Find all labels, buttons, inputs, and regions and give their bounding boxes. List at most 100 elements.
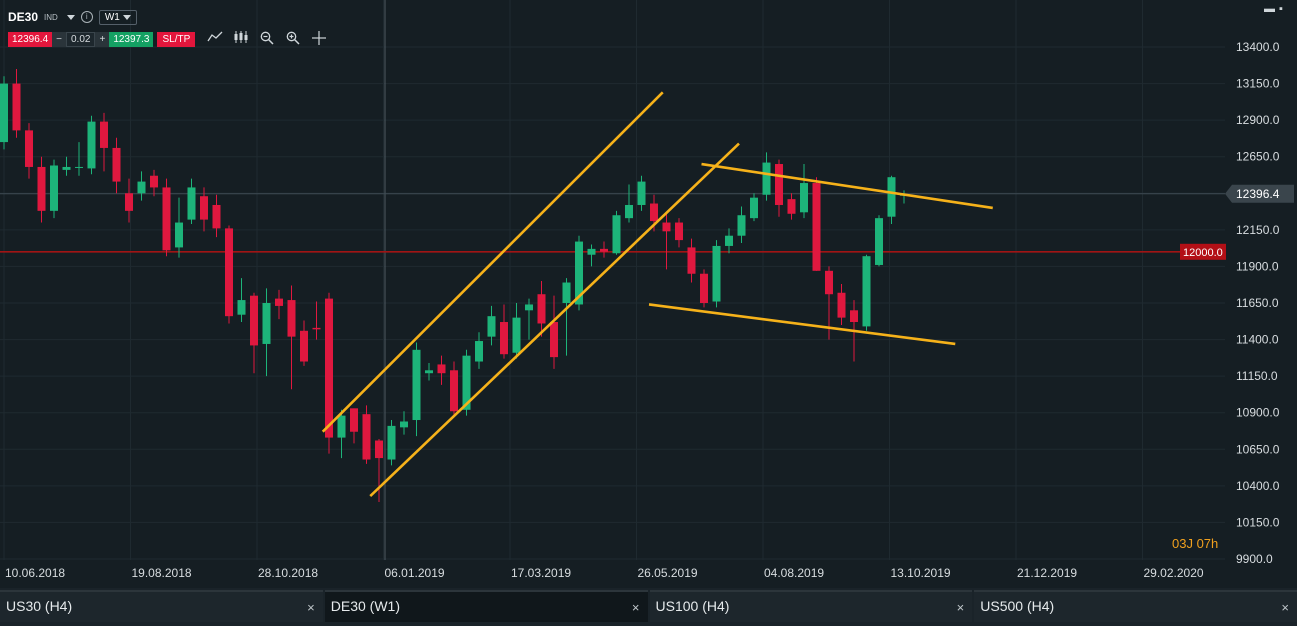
symbol-type-label[interactable]: IND [44,12,58,22]
zoom-in-icon[interactable] [285,31,301,48]
candle-body [437,364,446,374]
candle-body [612,215,621,254]
candle-body [312,327,321,330]
level-tag: 12000.0 [1183,247,1223,259]
x-tick-label: 04.08.2019 [764,566,824,580]
candle-body [712,245,721,302]
candle-body [50,165,58,211]
candle-body [812,183,821,271]
sell-button[interactable]: 12396.4 [8,32,53,47]
candle-body [800,183,808,213]
buy-button[interactable]: 12397.3 [109,32,154,47]
minimize-button[interactable]: ▬ [1264,3,1275,15]
y-tick-label: 11400.0 [1236,333,1279,347]
candle-body [762,162,771,195]
close-icon[interactable]: × [631,600,640,615]
y-tick-label: 12650.0 [1236,150,1280,164]
candle-body [250,295,258,346]
tab-us100[interactable]: US100 (H4) × [649,590,973,622]
support-line [648,303,956,346]
tab-us30[interactable]: US30 (H4) × [0,590,323,622]
candlestick-icon[interactable] [233,31,249,48]
line-chart-icon[interactable] [207,31,223,48]
chart-tools [207,31,327,48]
tab-label: US500 (H4) [980,598,1055,614]
candle-body [787,199,796,214]
y-tick-label: 10900.0 [1236,406,1280,420]
close-icon[interactable]: × [1281,600,1289,615]
candle-body [887,177,896,217]
tab-label: US100 (H4) [655,598,730,614]
candle-body [337,415,346,438]
channel-lower-line [369,142,740,498]
symbol-label[interactable]: DE30 [8,10,39,24]
candle-body [562,282,571,303]
candle-body [462,355,471,410]
candle-body [25,130,33,167]
candle-body [375,440,383,459]
tab-de30[interactable]: DE30 (W1) × [324,590,648,622]
candle-body [400,421,408,428]
x-tick-label: 26.05.2019 [638,566,698,580]
candle-body [225,228,233,317]
candle-body [500,322,508,355]
candle-body [775,164,783,205]
chart-canvas[interactable]: 13400.013150.012900.012650.012400.012150… [0,0,1297,588]
candle-body [687,247,696,274]
quantity-stepper: − 0.02 + [52,32,110,47]
y-tick-label: 10400.0 [1236,479,1280,493]
candle-body [450,370,458,412]
candle-body [850,310,858,323]
sltp-button[interactable]: SL/TP [157,32,196,47]
maximize-button[interactable]: ▪ [1279,3,1283,15]
price-axis[interactable] [1225,0,1297,588]
close-icon[interactable]: × [956,600,965,615]
chart-area[interactable] [0,0,1225,588]
y-tick-label: 9900.0 [1236,552,1273,566]
symbol-dropdown-icon[interactable] [66,14,75,20]
y-tick-label: 13400.0 [1236,40,1280,54]
candle-body [750,197,758,219]
candle-body [275,298,283,306]
candle-body [212,204,221,229]
y-tick-label: 11150.0 [1236,369,1278,383]
candle-body [287,300,296,337]
x-tick-label: 28.10.2018 [258,566,318,580]
candle-body [637,181,646,205]
candle-body [537,294,546,324]
candle-body [125,193,133,211]
candle-body [625,204,633,219]
candle-body [200,196,208,220]
candle-body [75,166,83,168]
candle-body [600,248,608,252]
candle-body [0,83,8,143]
quantity-input[interactable]: 0.02 [66,32,96,47]
decrease-quantity-button[interactable]: − [56,34,62,45]
candle-body [37,166,46,211]
zoom-out-icon[interactable] [259,31,275,48]
timeframe-select[interactable]: W1 [98,9,137,25]
x-tick-label: 29.02.2020 [1144,566,1204,580]
info-icon[interactable]: i [80,11,93,23]
resistance-line [701,162,993,210]
candle-body [550,322,558,358]
candle-body [137,181,146,194]
y-tick-label: 11900.0 [1236,259,1279,273]
candle-body [825,270,833,295]
candle-body [387,425,396,460]
x-tick-label: 13.10.2019 [891,566,951,580]
candle-body [512,317,521,353]
candle-body [425,370,433,374]
candle-body [362,414,371,460]
level-tag-bg [1180,243,1226,260]
x-tick-label: 10.06.2018 [5,566,65,580]
candle-body [575,241,583,305]
chart-tabs: US30 (H4) × DE30 (W1) × US100 (H4) × US5… [0,590,1297,626]
tab-us500[interactable]: US500 (H4) × [974,590,1297,622]
candle-body [837,292,846,318]
x-tick-label: 17.03.2019 [511,566,571,580]
chart-toolbar: DE30 IND i W1 [8,8,137,26]
close-icon[interactable]: × [307,600,315,615]
crosshair-icon[interactable] [311,31,327,48]
increase-quantity-button[interactable]: + [99,34,106,45]
